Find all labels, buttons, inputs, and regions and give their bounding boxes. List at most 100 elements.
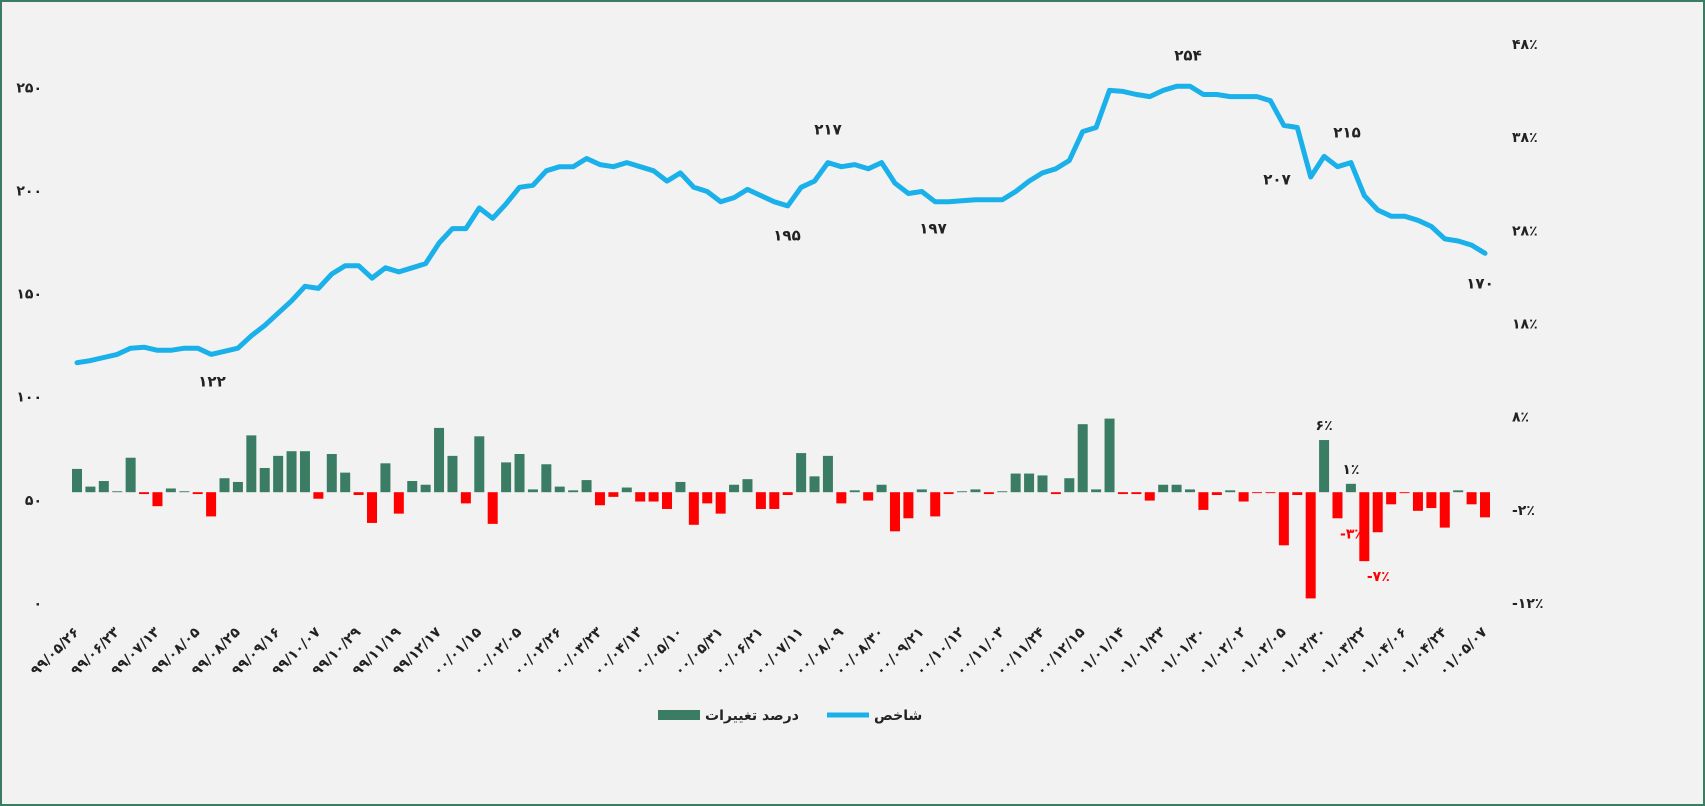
y2-tick-label: ۳۸٪	[1512, 130, 1538, 146]
bar	[152, 492, 163, 507]
bar	[326, 454, 337, 493]
bar	[675, 481, 686, 493]
y-tick-label: ۰	[33, 596, 42, 612]
bar	[165, 488, 176, 493]
bar	[1466, 492, 1477, 505]
bar	[340, 472, 351, 493]
bar-value-label: ۱٪	[1342, 462, 1359, 478]
bar	[367, 492, 378, 523]
bar	[1359, 492, 1370, 562]
bar	[943, 492, 954, 495]
bar	[648, 492, 659, 502]
bar	[1345, 483, 1356, 493]
bar	[1024, 473, 1035, 493]
bar	[836, 492, 847, 504]
bar	[1131, 492, 1142, 495]
bar	[594, 492, 605, 506]
y2-tick-label: ۴۸٪	[1512, 37, 1538, 53]
bar	[192, 492, 203, 495]
bar	[729, 484, 740, 493]
bar	[1480, 492, 1490, 518]
index-line	[74, 83, 1488, 366]
bar	[474, 436, 485, 493]
legend-label: درصد تغییرات	[705, 708, 799, 724]
bar	[957, 491, 968, 493]
bar	[501, 462, 512, 493]
bar	[916, 489, 927, 493]
bar	[702, 492, 713, 504]
y-tick-label: ۵۰	[25, 493, 42, 509]
bar	[715, 492, 726, 514]
bar	[232, 481, 243, 493]
y-tick-label: ۲۵۰	[16, 80, 42, 96]
bar	[863, 492, 874, 501]
bar	[1439, 492, 1450, 528]
bar	[742, 479, 753, 493]
annotation: ۲۱۵	[1333, 124, 1360, 142]
bar	[273, 455, 284, 493]
bar	[112, 491, 123, 493]
bar	[85, 486, 96, 493]
bar	[286, 451, 297, 493]
bar	[903, 492, 914, 519]
bar	[1386, 492, 1397, 505]
bar-value-label: -۳٪	[1340, 526, 1363, 542]
bar	[581, 480, 592, 493]
bar	[407, 481, 418, 493]
annotation: ۱۲۲	[198, 373, 225, 391]
bar	[1319, 440, 1330, 493]
bar	[206, 492, 217, 517]
y-tick-label: ۲۰۰	[16, 183, 42, 199]
bar	[299, 451, 310, 493]
bar	[139, 492, 150, 495]
bar	[1158, 484, 1169, 493]
annotation: ۱۷۰	[1466, 275, 1493, 293]
annotation: ۲۵۴	[1174, 47, 1201, 65]
legend-label: شاخص	[874, 708, 922, 724]
y2-tick-label: -۲٪	[1512, 503, 1535, 519]
bar	[568, 490, 579, 493]
bar	[219, 478, 230, 493]
bar	[796, 453, 807, 493]
bar	[608, 492, 619, 497]
annotation: ۲۱۷	[814, 121, 841, 139]
bar	[514, 454, 525, 493]
bar	[554, 486, 565, 493]
bar	[782, 492, 793, 495]
bar	[1171, 484, 1182, 493]
bar	[527, 489, 538, 493]
bar	[1117, 492, 1128, 495]
bar	[983, 492, 994, 495]
bar	[447, 455, 458, 493]
bar	[822, 455, 833, 493]
bar	[1091, 489, 1102, 493]
bar	[1064, 478, 1075, 493]
bar	[1252, 492, 1263, 494]
bar	[889, 492, 900, 532]
bar-value-label: ۶٪	[1316, 418, 1333, 434]
bar	[1412, 492, 1423, 511]
bar	[755, 492, 766, 509]
bar	[1238, 492, 1249, 502]
bar	[970, 489, 981, 493]
bar	[353, 492, 364, 495]
bar	[541, 464, 552, 493]
bar	[420, 484, 431, 493]
bar	[1198, 492, 1209, 510]
bar	[1305, 492, 1316, 599]
bar	[621, 487, 632, 493]
bar	[1010, 473, 1021, 493]
bar	[930, 492, 941, 517]
bar	[1453, 490, 1464, 493]
bar	[393, 492, 404, 514]
bar	[72, 468, 82, 493]
bar	[688, 492, 699, 525]
annotation: ۱۹۷	[919, 220, 946, 238]
bar	[1399, 492, 1410, 494]
bar	[1225, 490, 1236, 493]
annotation: ۲۰۷	[1263, 171, 1290, 189]
bar	[849, 490, 860, 493]
bar	[259, 467, 270, 493]
bar	[1332, 492, 1343, 519]
